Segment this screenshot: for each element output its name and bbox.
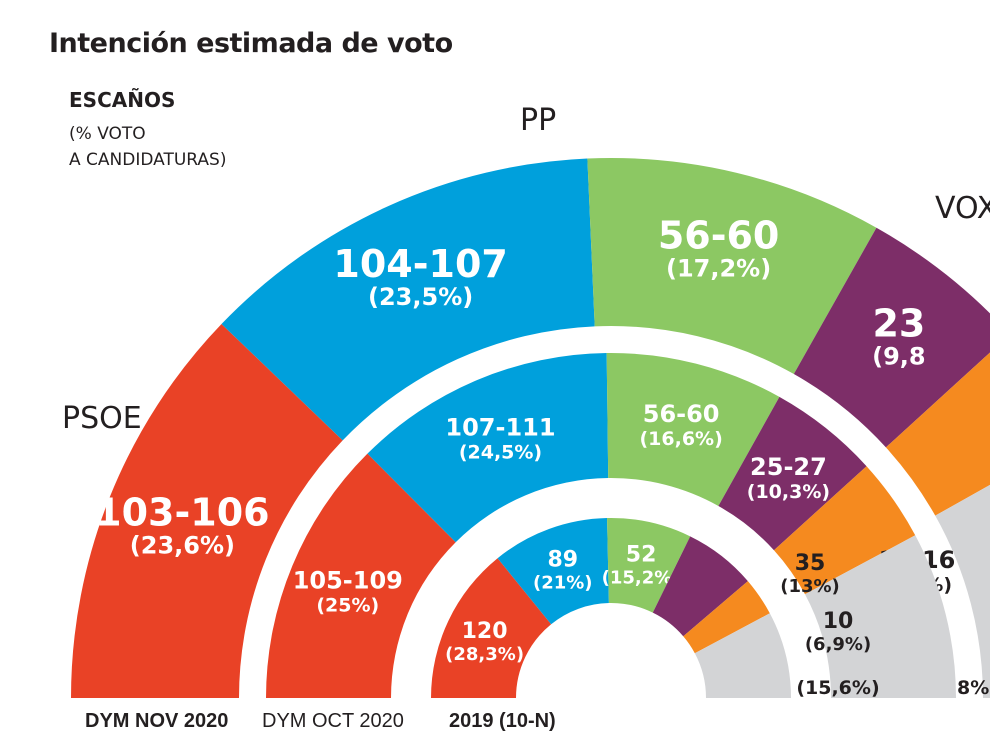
slice-0-podemos — [793, 227, 990, 448]
seat-label-2-psoe: 120 — [462, 619, 508, 644]
slice-1-psoe — [266, 453, 456, 698]
party-name-pp: PP — [520, 103, 556, 138]
slice-1-vox — [606, 353, 780, 506]
pct-label-1-otros: (15,6%) — [796, 677, 879, 699]
seat-label-2-vox: 52 — [626, 542, 657, 567]
legend-note-line2: A CANDIDATURAS) — [69, 150, 227, 170]
seat-label-1-vox: 56-60 — [643, 400, 720, 428]
pct-label-1-vox: (16,6%) — [639, 428, 722, 450]
ring-name-1: DYM OCT 2020 — [262, 710, 404, 732]
seat-label-2-pp: 89 — [547, 548, 578, 573]
seat-label-1-psoe: 105-109 — [293, 567, 403, 595]
slice-1-pp — [367, 353, 609, 543]
party-name-psoe: PSOE — [62, 401, 142, 436]
pct-label-1-pp: (24,5%) — [459, 441, 542, 463]
seat-label-0-vox: 56-60 — [658, 214, 780, 258]
party-name-vox: VOX — [935, 191, 990, 226]
slice-0-otros — [935, 484, 990, 698]
seat-label-0-psoe: 103-106 — [95, 491, 269, 535]
slice-0-pp — [221, 158, 595, 441]
pct-label-1-podemos: (10,3%) — [747, 481, 830, 503]
legend-vote-note: (% VOTO A CANDIDATURAS) — [69, 121, 226, 173]
slice-2-otros — [694, 613, 791, 698]
pct-label-2-pp: (21%) — [533, 573, 593, 594]
seat-label-2-podemos: 35 — [795, 551, 826, 576]
pct-label-2-vox: (15,2%) — [602, 567, 681, 588]
slice-1-otros — [805, 535, 956, 698]
chart-title: Intención estimada de voto — [49, 28, 453, 59]
pct-label-0-vox: (17,2%) — [666, 255, 771, 283]
pct-label-0-psoe: (23,6%) — [130, 532, 235, 560]
pct-label-0-podemos: (9,8 — [872, 343, 925, 371]
pct-label-1-psoe: (25%) — [316, 595, 379, 617]
pct-label-2-ciudadanos: (6,9%) — [805, 634, 871, 655]
legend-note-line1: (% VOTO — [69, 124, 146, 144]
legend-seats-label: ESCAÑOS — [69, 88, 176, 112]
slice-2-psoe — [431, 558, 552, 698]
seat-label-2-ciudadanos: 10 — [823, 609, 854, 634]
pct-label-0-pp: (23,5%) — [368, 283, 473, 311]
slice-1-ciudadanos — [773, 466, 916, 595]
pct-label-2-psoe: (28,3%) — [445, 644, 524, 665]
slice-0-vox — [587, 158, 877, 375]
seat-label-1-pp: 107-111 — [445, 413, 555, 441]
ring-name-2: 2019 (10-N) — [449, 710, 556, 732]
ring-name-0: DYM NOV 2020 — [85, 710, 228, 732]
slice-2-podemos — [652, 536, 748, 637]
slice-2-pp — [497, 518, 609, 625]
slice-0-ciudadanos — [885, 352, 990, 516]
slice-2-vox — [607, 518, 691, 613]
slice-2-ciudadanos — [683, 581, 770, 654]
slice-1-podemos — [718, 396, 867, 551]
slice-0-psoe — [71, 323, 343, 698]
seat-label-0-podemos: 23 — [872, 302, 925, 346]
seat-label-1-podemos: 25-27 — [750, 453, 827, 481]
seat-label-0-pp: 104-107 — [333, 242, 507, 286]
pct-label-2-podemos: (13%) — [780, 576, 840, 597]
